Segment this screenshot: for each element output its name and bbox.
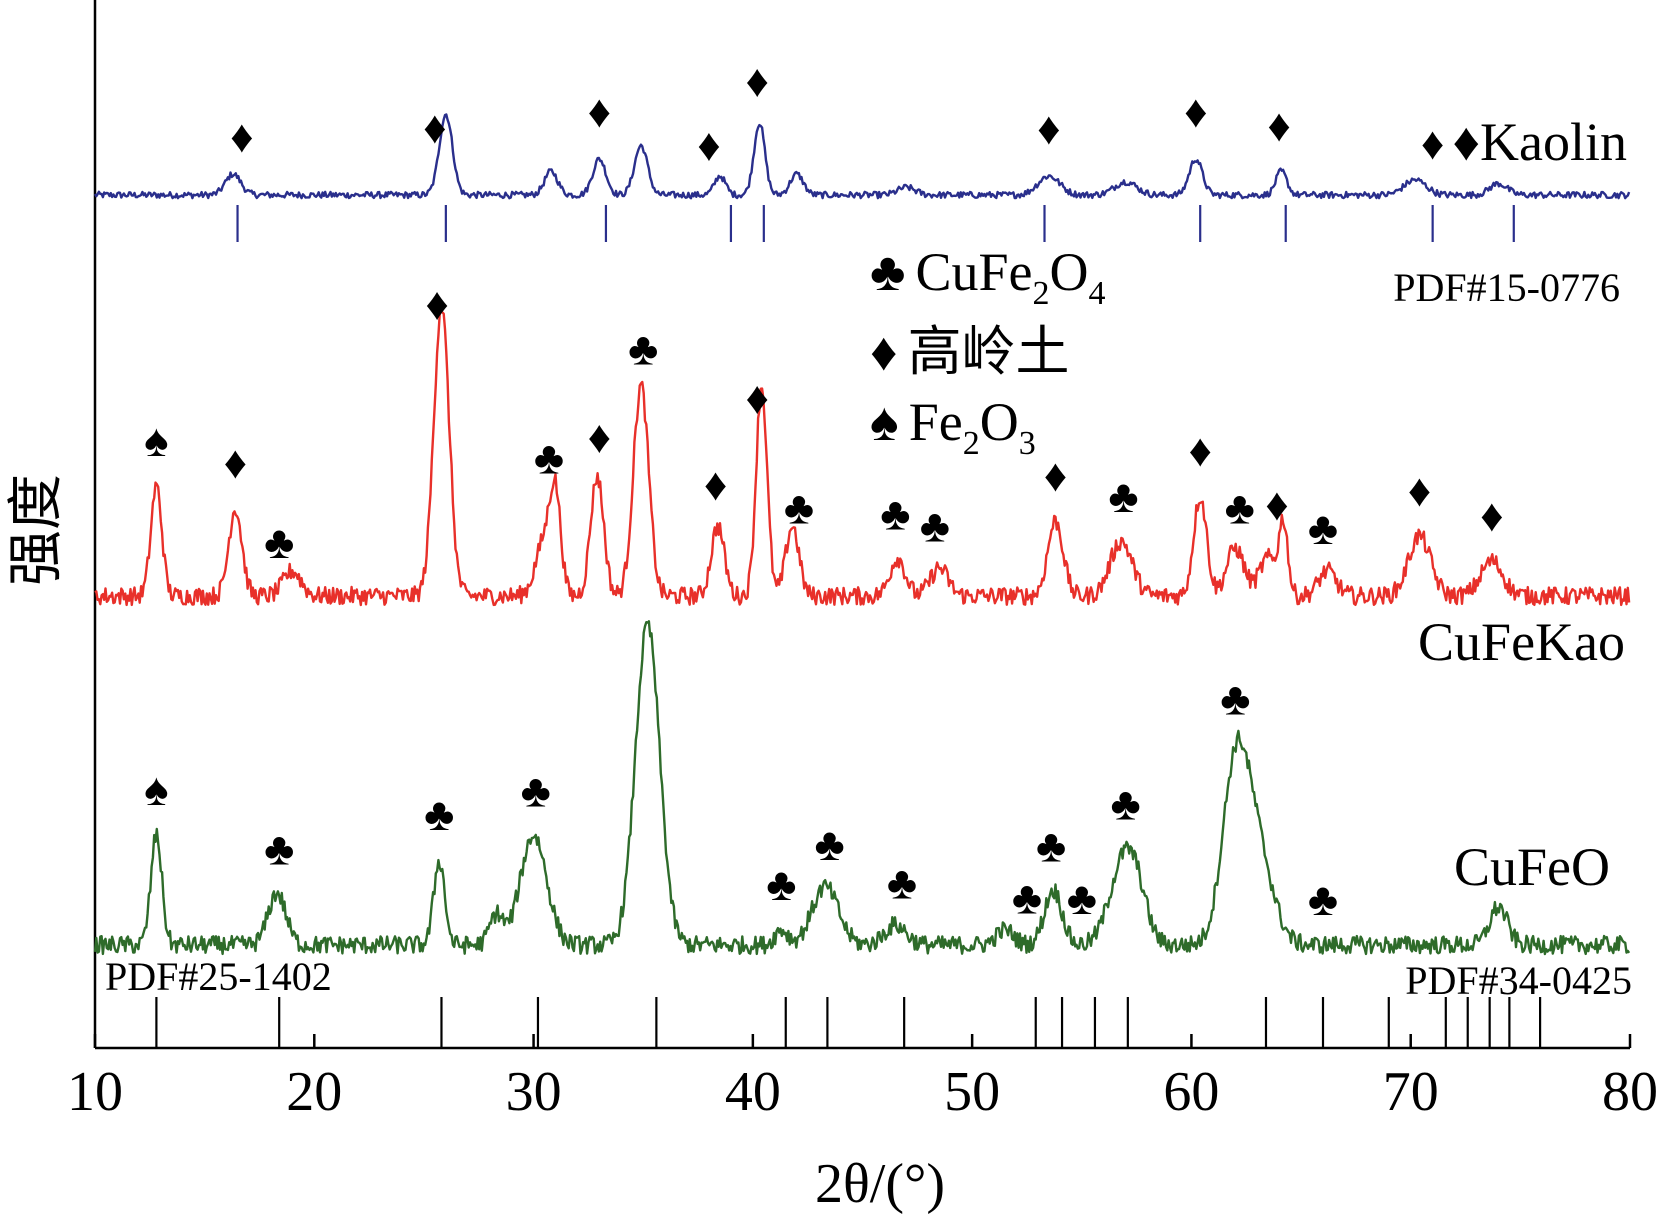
peak-marker-cufekao: ♣: [1308, 503, 1338, 554]
peak-marker-cufekao: ♦: [1408, 465, 1431, 516]
x-tick-label: 20: [286, 1061, 342, 1123]
peak-marker-cufekao: ♠: [144, 415, 168, 466]
peak-marker-cufeo: ♣: [1012, 873, 1042, 924]
series-line-cufeo: [93, 620, 1631, 956]
peak-marker-cufeo: ♣: [1220, 674, 1250, 725]
peak-marker-cufeo: ♣: [521, 766, 551, 817]
peak-marker-cufekao: ♦: [704, 459, 727, 510]
legend-spade-icon: ♠: [870, 392, 899, 452]
peak-marker-kaolin: ♦: [423, 102, 446, 153]
legend: ♣ CuFe2O4 ♦ 高岭土 ♠ Fe2O3: [870, 242, 1105, 462]
peak-marker-kaolin: ♦: [230, 111, 253, 162]
series-line-cufekao: [94, 309, 1631, 607]
series-lines: [93, 113, 1631, 956]
kaolin-label-symbol: ♦: [1452, 112, 1480, 172]
x-tick-label: 40: [725, 1061, 781, 1123]
peak-marker-cufeo: ♣: [264, 824, 294, 875]
peak-marker-cufekao: ♦: [588, 411, 611, 462]
y-axis-title: 强度: [6, 474, 68, 586]
peak-marker-kaolin: ♦: [697, 119, 720, 170]
series-label-cufekao: CuFeKao: [1418, 612, 1625, 672]
peak-marker-cufeo: ♣: [887, 857, 917, 908]
x-tick-label: 30: [506, 1061, 562, 1123]
peak-marker-cufekao: ♦: [1044, 450, 1067, 501]
peak-marker-kaolin: ♦: [1037, 103, 1060, 154]
series-line-kaolin: [93, 113, 1631, 200]
kaolin-label-text: Kaolin: [1480, 112, 1627, 172]
peak-marker-cufekao: ♣: [1108, 471, 1138, 522]
peak-marker-cufeo: ♠: [144, 764, 168, 815]
peak-marker-cufekao: ♣: [1225, 482, 1255, 533]
x-tick-label: 50: [944, 1061, 1000, 1123]
peak-marker-cufekao: ♦: [1265, 479, 1288, 530]
x-tick-label: 10: [67, 1061, 123, 1123]
peak-marker-cufeo: ♣: [1036, 821, 1066, 872]
peak-markers: ♦ ♦ ♦♦♦♦ ♦ ♦ ♦♠ ♦♣♦♣ ♦♣♦♦♣ ♣ ♣♦ ♣♦♣ ♦ ♣♦ ♦♠♣♣ ♣♣♣♣ ♣♣♣♣…: [144, 55, 1503, 925]
peak-marker-cufekao: ♣: [880, 489, 910, 540]
x-tick-label: 60: [1163, 1061, 1219, 1123]
peak-marker-cufeo: ♣: [1111, 779, 1141, 830]
peak-marker-cufeo: ♣: [815, 819, 845, 870]
peak-marker-kaolin: ♦: [1184, 86, 1207, 137]
pdf-label-cufe2o4: PDF#34-0425: [1405, 958, 1632, 1003]
peak-marker-kaolin: ♦: [1267, 100, 1290, 151]
peak-marker-cufekao: ♣: [784, 483, 814, 534]
peak-marker-cufekao: ♦: [425, 279, 448, 330]
legend-item-cufe2o4: ♣ CuFe2O4: [870, 242, 1105, 312]
peak-marker-cufeo: ♣: [424, 789, 454, 840]
axes: 10 20 30 40 50 60 70 80: [67, 0, 1658, 1123]
series-label-kaolin: ♦Kaolin: [1452, 112, 1627, 172]
peak-marker-kaolin: ♦: [588, 86, 611, 137]
peak-marker-cufekao: ♦: [224, 437, 247, 488]
series-label-cufeo: CuFeO: [1454, 837, 1610, 897]
peak-marker-kaolin: ♦: [1421, 118, 1444, 169]
x-tick-label: 80: [1602, 1061, 1658, 1123]
peak-marker-cufekao: ♣: [534, 433, 564, 484]
legend-item-fe2o3: ♠ Fe2O3: [870, 392, 1036, 462]
peak-marker-cufekao: ♦: [1188, 425, 1211, 476]
peak-marker-cufeo: ♣: [1308, 874, 1338, 925]
peak-marker-kaolin: ♦: [746, 55, 769, 106]
pdf-label-fe2o3: PDF#25-1402: [105, 954, 332, 999]
legend-club-icon: ♣: [870, 242, 905, 302]
peak-marker-cufekao: ♣: [264, 517, 294, 568]
peak-marker-cufeo: ♣: [1067, 873, 1097, 924]
peak-marker-cufekao: ♣: [628, 323, 658, 374]
peak-marker-cufekao: ♦: [746, 373, 769, 424]
x-tick-label: 70: [1383, 1061, 1439, 1123]
peak-marker-cufekao: ♦: [1480, 490, 1503, 541]
peak-marker-cufeo: ♣: [766, 859, 796, 910]
pdf-label-kaolin: PDF#15-0776: [1393, 265, 1620, 310]
legend-diamond-icon: ♦: [870, 322, 898, 382]
legend-item-kaolin-cn: ♦ 高岭土: [870, 322, 1070, 382]
peak-marker-cufekao: ♣: [920, 500, 950, 551]
reference-lines: [155, 205, 1542, 1048]
x-axis-title: 2θ/(°): [815, 1153, 945, 1215]
